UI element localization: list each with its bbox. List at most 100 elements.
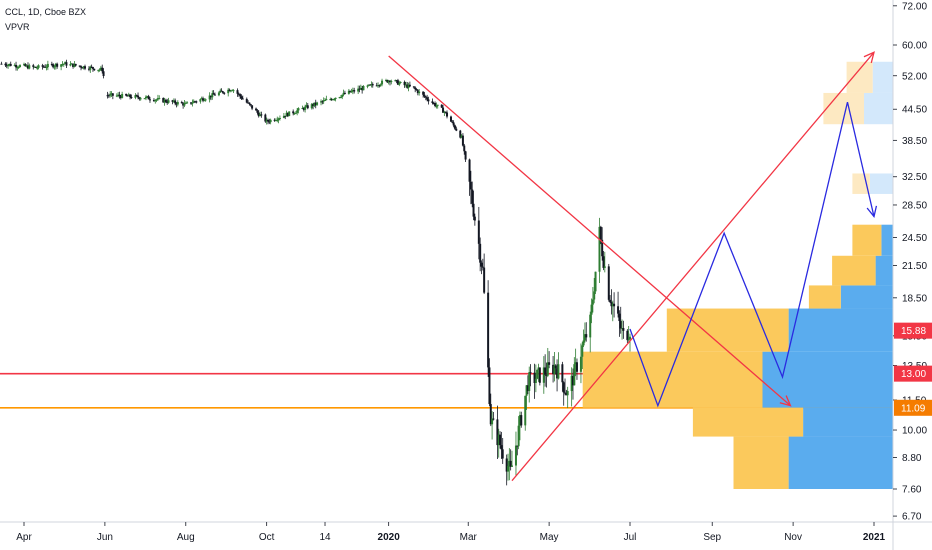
candle-down: [464, 151, 467, 160]
candle-up: [579, 356, 582, 372]
candle-up: [259, 114, 262, 117]
price-tick-label: 52.00: [902, 71, 927, 82]
candle-up: [204, 99, 207, 101]
candle-up: [629, 336, 632, 340]
candle-down: [255, 108, 258, 111]
candle-up: [322, 100, 325, 102]
candle-up: [54, 63, 57, 67]
candle-down: [571, 375, 574, 386]
vp-up-bar: [788, 308, 893, 352]
candle-up: [517, 425, 520, 447]
price-tick-label: 60.00: [902, 41, 927, 52]
candle-up: [269, 119, 272, 123]
indicator-legend[interactable]: VPVR: [5, 22, 30, 32]
candle-up: [62, 63, 65, 65]
candle-down: [78, 65, 81, 67]
candle-up: [621, 328, 624, 330]
candle-down: [213, 94, 216, 96]
candle-down: [164, 99, 167, 103]
candle-up: [443, 111, 446, 113]
candle-down: [286, 112, 289, 117]
candle-down: [505, 458, 508, 472]
candle-up: [144, 96, 147, 99]
candle-down: [483, 267, 486, 293]
candle-down: [431, 101, 434, 104]
vp-up-bar: [864, 92, 893, 125]
candle-down: [138, 97, 141, 99]
candle-down: [481, 266, 484, 268]
vp-up-bar: [840, 285, 893, 309]
vp-down-bar: [733, 436, 789, 489]
candle-down: [171, 100, 174, 102]
candle-up: [98, 69, 101, 71]
candle-up: [297, 108, 300, 111]
candle-down: [135, 95, 138, 97]
candle-down: [406, 84, 409, 88]
candle-up: [227, 89, 230, 94]
candle-down: [87, 68, 90, 70]
candle-up: [16, 67, 19, 69]
candle-down: [248, 102, 251, 105]
candle-down: [306, 105, 309, 109]
candle-down: [83, 66, 86, 69]
candle-down: [152, 99, 155, 102]
candles: [0, 59, 632, 486]
candle-up: [217, 92, 220, 96]
candle-up: [64, 62, 67, 64]
candle-up: [594, 271, 597, 292]
vp-down-bar: [832, 255, 876, 286]
candle-down: [585, 334, 588, 338]
candle-up: [305, 105, 308, 107]
candle-down: [414, 87, 417, 90]
candle-down: [9, 63, 12, 66]
candle-down: [472, 203, 475, 217]
candle-down: [618, 313, 621, 322]
candle-up: [288, 111, 291, 117]
candle-up: [350, 91, 353, 93]
candle-down: [118, 94, 121, 97]
candle-down: [396, 80, 399, 85]
candle-up: [7, 64, 10, 67]
candle-down: [386, 80, 389, 83]
candle-down: [284, 115, 287, 117]
candle-down: [451, 121, 454, 123]
candle-down: [564, 392, 567, 394]
candle-up: [115, 95, 118, 97]
candle-up: [351, 90, 354, 92]
candle-up: [339, 97, 342, 99]
candle-up: [329, 99, 332, 101]
candle-up: [333, 99, 336, 101]
candle-down: [65, 62, 68, 66]
candle-up: [546, 362, 549, 376]
price-tick-label: 72.00: [902, 1, 927, 12]
candle-down: [434, 103, 437, 107]
price-tick-label: 32.50: [902, 172, 927, 183]
vp-down-bar: [666, 308, 789, 352]
candle-up: [109, 94, 112, 96]
candle-down: [101, 67, 104, 72]
symbol-legend[interactable]: CCL, 1D, Cboe BZX: [5, 7, 87, 17]
candle-up: [627, 339, 630, 341]
candle-up: [232, 90, 235, 92]
candle-down: [488, 367, 491, 405]
candle-down: [314, 102, 317, 105]
candle-up: [146, 96, 149, 98]
candle-up: [45, 67, 48, 69]
candle-down: [125, 93, 128, 96]
candle-up: [154, 99, 157, 102]
candle-up: [603, 266, 606, 268]
candle-up: [25, 65, 28, 67]
candle-down: [264, 114, 267, 122]
candle-down: [239, 94, 242, 97]
candle-up: [293, 113, 296, 115]
candle-up: [320, 101, 323, 103]
candle-up: [183, 103, 186, 106]
candle-up: [553, 365, 556, 375]
candle-down: [544, 367, 547, 375]
candle-down: [195, 101, 198, 103]
candle-down: [487, 292, 490, 368]
candle-up: [203, 100, 206, 102]
candle-down: [416, 90, 419, 94]
